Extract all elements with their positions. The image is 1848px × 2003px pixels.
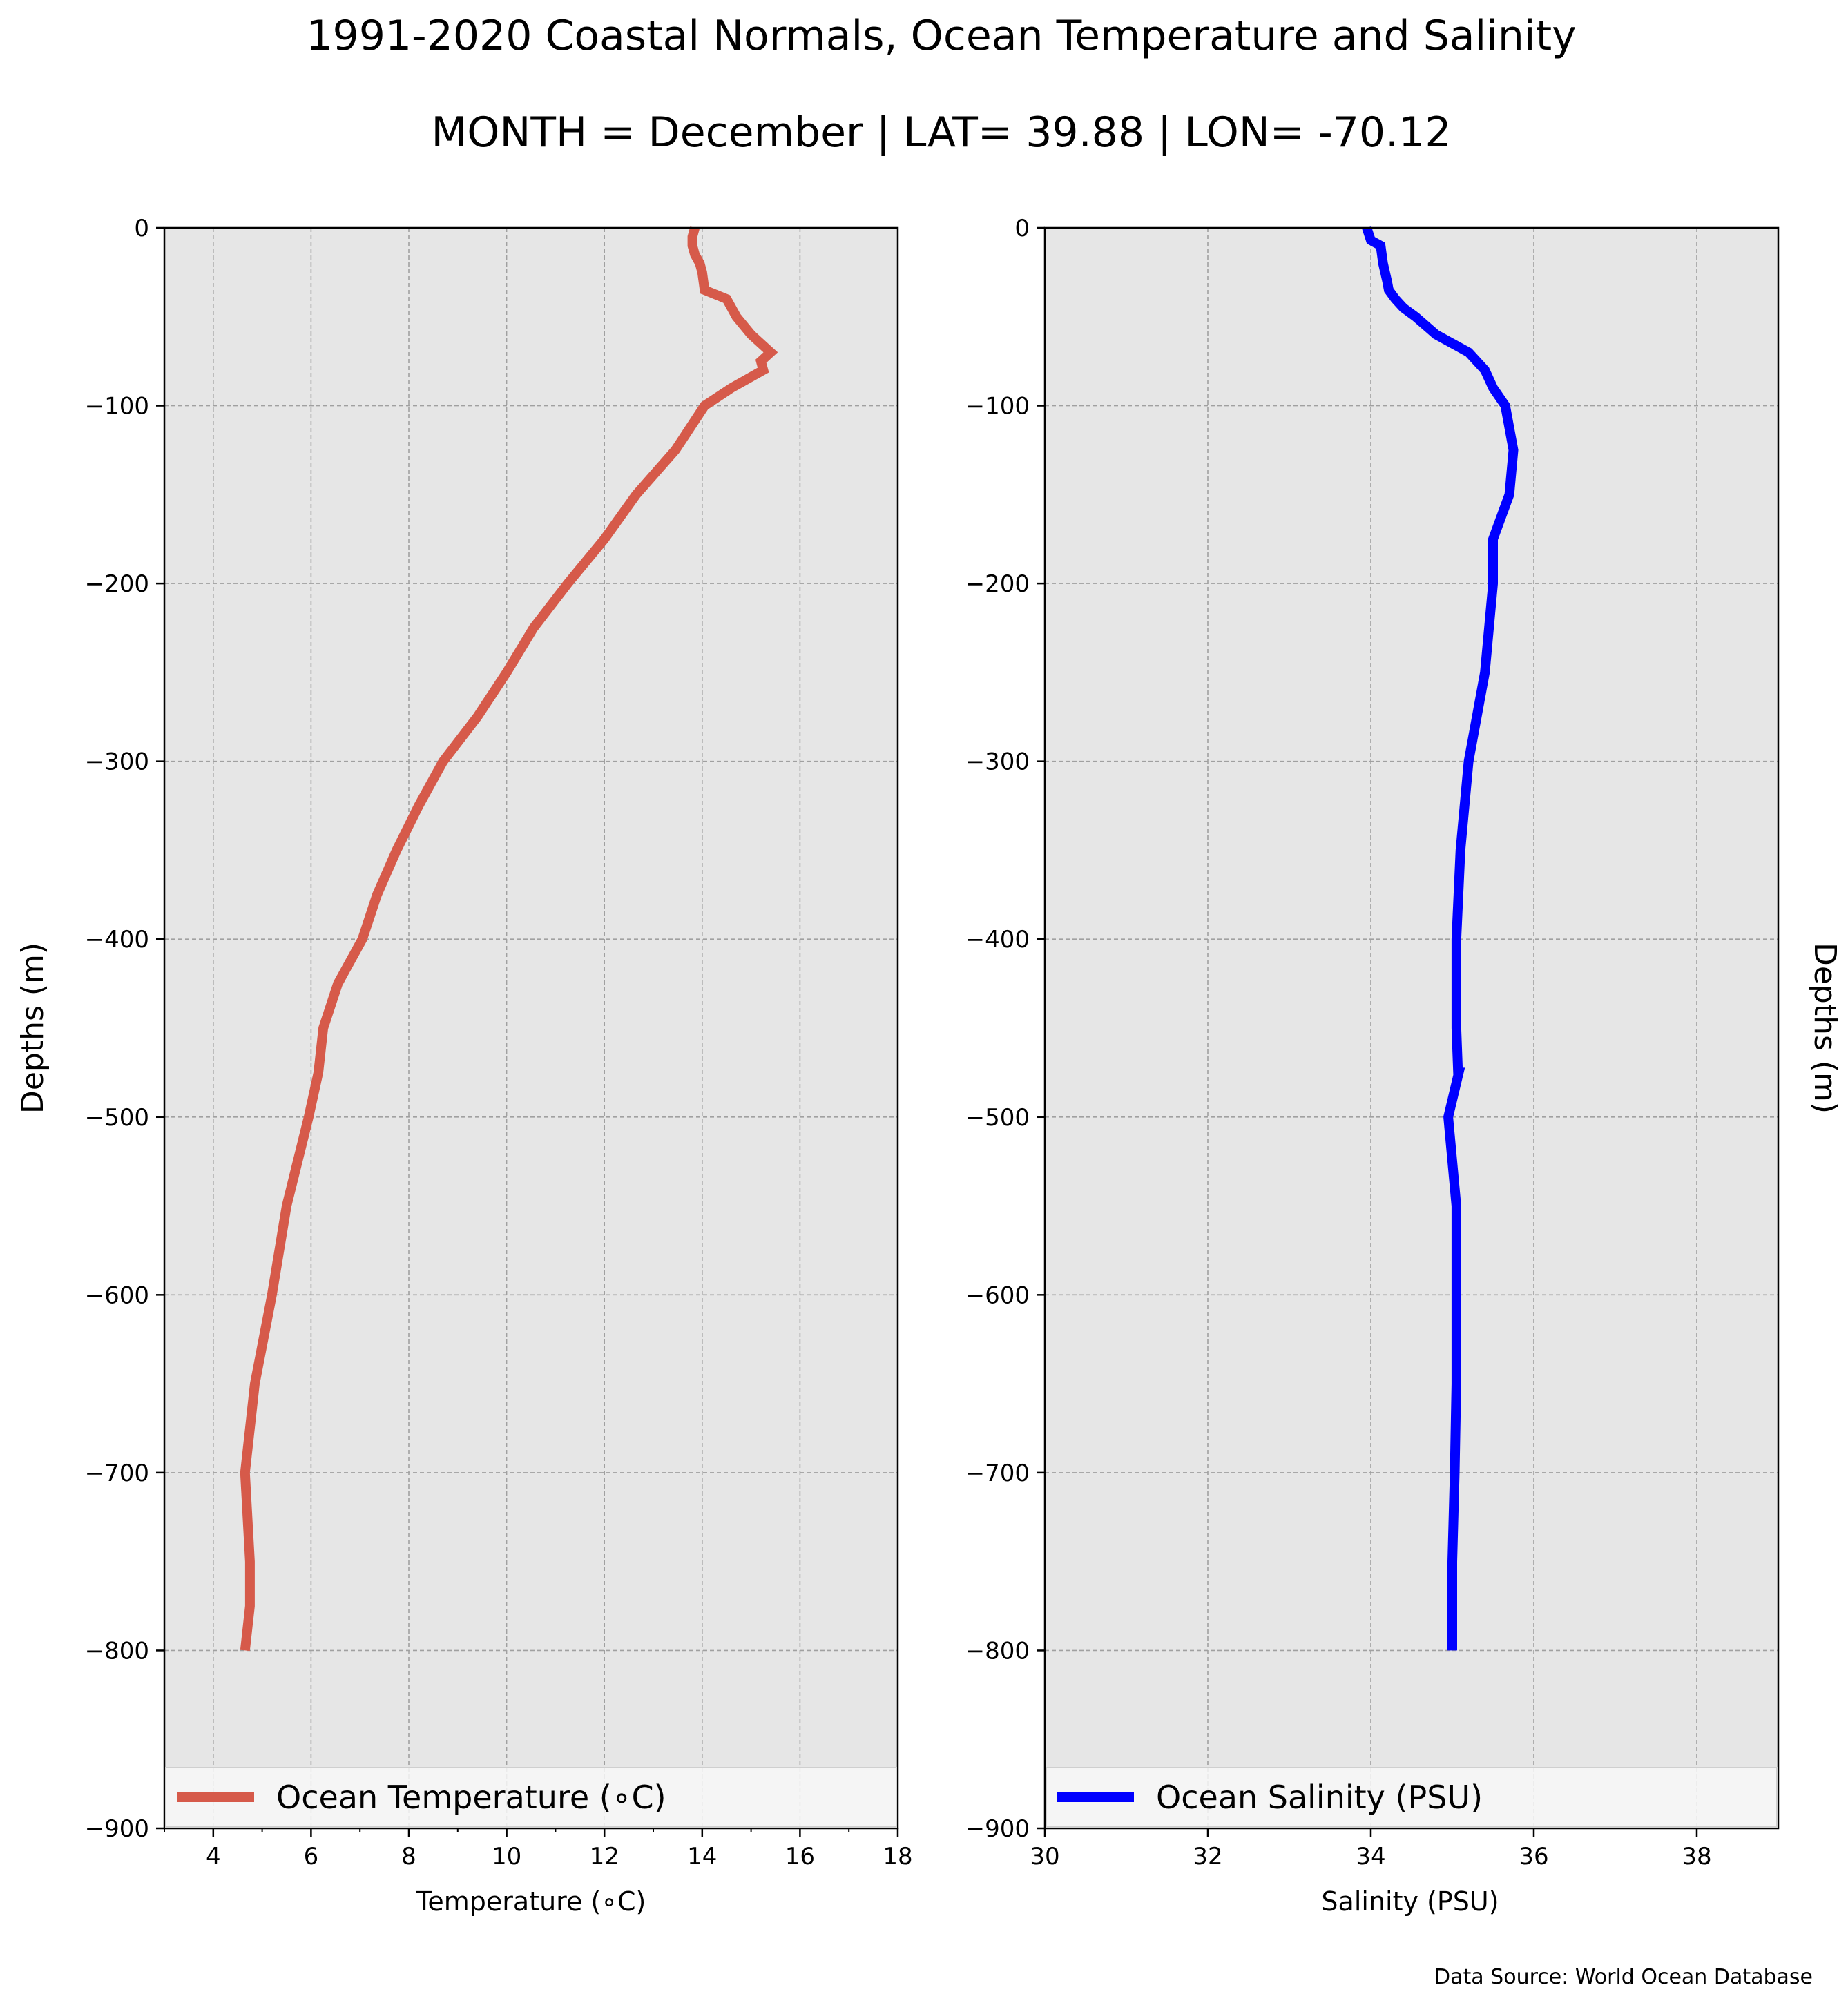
salinity-y-tick-label: −700	[965, 1460, 1030, 1487]
chart-title: 1991-2020 Coastal Normals, Ocean Tempera…	[306, 12, 1576, 60]
salinity-panel: 0 −100 −200 −300 −400 −500 −600 −700 −800 −900 30…	[965, 215, 1842, 1917]
salinity-y-tick-label: −100	[965, 393, 1030, 420]
temperature-panel: 0 −100 −200 −300 −400 −500 −600 −700 −800 −900 4 6…	[15, 215, 913, 1917]
temperature-legend-label: Ocean Temperature (∘C)	[276, 1779, 666, 1816]
salinity-x-tick-label: 34	[1356, 1843, 1385, 1870]
salinity-plot-frame	[1043, 226, 1780, 1830]
temperature-y-ticks: 0 −100 −200 −300 −400 −500 −600 −700 −800 −900	[85, 215, 164, 1843]
temperature-y-tick-label: −100	[85, 393, 149, 420]
data-source-note: Data Source: World Ocean Database	[1434, 1965, 1813, 1989]
temperature-y-tick-label: −300	[85, 748, 149, 776]
temperature-y-tick-label: −700	[85, 1460, 149, 1487]
temperature-series	[240, 226, 778, 1652]
temperature-x-tick-label: 16	[785, 1843, 815, 1870]
salinity-x-tick-label: 38	[1682, 1843, 1711, 1870]
salinity-x-ticks: 30 32 34 36 38	[1030, 1828, 1712, 1870]
salinity-legend: Ocean Salinity (PSU)	[1046, 1767, 1778, 1828]
salinity-y-tick-label: −300	[965, 748, 1030, 776]
temperature-plot-frame	[163, 226, 899, 1830]
temperature-x-tick-label: 12	[590, 1843, 619, 1870]
temperature-legend-box	[165, 1767, 897, 1828]
salinity-y-tick-label: −800	[965, 1637, 1030, 1665]
salinity-legend-label: Ocean Salinity (PSU)	[1156, 1779, 1483, 1816]
temperature-y-tick-label: 0	[134, 215, 149, 242]
salinity-x-tick-label: 30	[1030, 1843, 1059, 1870]
temperature-x-tick-label: 14	[687, 1843, 717, 1870]
salinity-y-ticks: 0 −100 −200 −300 −400 −500 −600 −700 −800 −900	[965, 215, 1045, 1843]
temperature-x-axis-label: Temperature (∘C)	[416, 1886, 646, 1917]
salinity-y-tick-label: −500	[965, 1104, 1030, 1132]
salinity-y-tick-label: −900	[965, 1815, 1030, 1843]
salinity-x-tick-label: 36	[1519, 1843, 1548, 1870]
temperature-y-tick-label: −600	[85, 1281, 149, 1309]
salinity-x-tick-label: 32	[1193, 1843, 1222, 1870]
temperature-y-tick-label: −500	[85, 1104, 149, 1132]
temperature-x-tick-label: 6	[304, 1843, 319, 1870]
salinity-y-axis-label: Depths (m)	[1807, 942, 1842, 1114]
salinity-y-tick-label: −200	[965, 570, 1030, 598]
salinity-plot-area	[1045, 228, 1778, 1828]
salinity-y-tick-label: −600	[965, 1281, 1030, 1309]
temperature-y-tick-label: −400	[85, 926, 149, 954]
temperature-x-tick-label: 4	[206, 1843, 221, 1870]
temperature-y-tick-label: −200	[85, 570, 149, 598]
temperature-y-axis-label: Depths (m)	[15, 942, 50, 1114]
salinity-profile-line	[1362, 226, 1519, 1651]
temperature-x-tick-label: 8	[401, 1843, 416, 1870]
temperature-y-tick-label: −900	[85, 1815, 149, 1843]
temperature-profile-line	[240, 226, 778, 1652]
salinity-y-tick-label: −400	[965, 926, 1030, 954]
salinity-legend-box	[1046, 1767, 1778, 1828]
temperature-x-tick-label: 10	[492, 1843, 521, 1870]
temperature-x-tick-label: 18	[883, 1843, 912, 1870]
chart-subtitle: MONTH = December | LAT= 39.88 | LON= -70…	[431, 108, 1451, 157]
salinity-series	[1362, 226, 1519, 1651]
salinity-x-axis-label: Salinity (PSU)	[1321, 1886, 1499, 1917]
salinity-grid	[1045, 228, 1778, 1828]
temperature-plot-area	[164, 228, 898, 1828]
temperature-legend: Ocean Temperature (∘C)	[165, 1767, 897, 1828]
temperature-x-ticks: 4 6 8 10 12 14 16 18	[164, 1828, 913, 1870]
temperature-grid	[164, 228, 898, 1828]
salinity-y-tick-label: 0	[1014, 215, 1030, 242]
temperature-y-tick-label: −800	[85, 1637, 149, 1665]
